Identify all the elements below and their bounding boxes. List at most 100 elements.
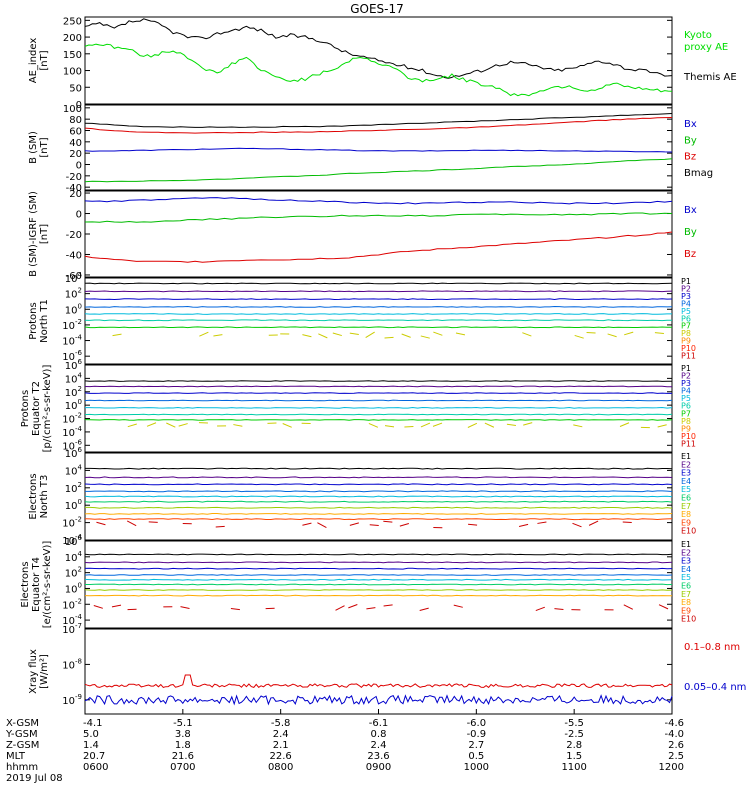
legend-entry: E7 [681,502,691,511]
x-row-value: 2.7 [468,740,484,751]
x-row-label: hhmm [6,762,38,773]
series-line [84,567,673,570]
legend-entry: P1 [681,277,691,286]
series-line [84,553,673,556]
legend: Bx By Bz Bmag [684,119,713,179]
x-row-value: 0.8 [371,729,387,740]
series-by [84,212,673,223]
x-row-value: 0800 [268,762,293,773]
series-kyoto-proxy-ae [84,43,673,97]
x-row-value: 5.0 [83,729,99,740]
series-p1 [84,380,672,382]
series-bx [84,147,673,153]
x-row-value: 0600 [83,762,108,773]
legend-entry: P11 [681,352,696,361]
panel-bigrf: -60 -40 -20 0 20 B (SM)-IGRF (SM) [nT] Bx By Bz [28,189,697,282]
x-row-value: -6.0 [467,718,487,729]
y-tick-label: -20 [66,230,82,241]
y-tick-label: 10-2 [62,318,82,332]
series-segment [384,336,394,339]
series-e3 [84,567,673,570]
y-axis-label: [nT] [39,50,50,70]
y-tick-label: 102 [65,481,82,495]
y-tick-label: 106 [65,358,83,372]
x-row-value: 2.8 [566,740,582,751]
y-tick-label: 104 [65,371,83,385]
series-segment [317,522,327,529]
series-line [84,290,673,293]
series-p5 [84,313,672,315]
y-axis-label: North T1 [39,299,50,343]
series-segment [654,332,664,335]
series-segment [623,604,634,610]
y-tick-label: 10-6 [62,438,82,452]
y-tick-label: 20 [69,189,82,200]
legend-entry: P11 [681,439,696,448]
x-row-value: 2.6 [668,740,684,751]
series-segment [302,522,312,526]
y-tick-label: 102 [65,287,82,301]
series-p3 [84,392,672,394]
panel-xray: 10-7 10-8 10-9 Xray flux [W/m²] 0.1–0.8 nm 0.0… [28,622,746,715]
legend-entry: P4 [681,387,691,396]
series-segment [383,520,393,523]
series-e5 [84,495,673,498]
legend-entry: E4 [681,477,691,486]
y-tick-label: 10-4 [62,533,82,547]
y-tick-label: -40 [66,183,82,194]
series-e8 [84,594,672,597]
legend-entry: E5 [681,485,691,494]
legend-entry: E3 [681,557,691,566]
legend-entry: E6 [681,494,691,503]
y-tick-label: -20 [66,172,82,183]
y-axis-label: Equator T4 [31,557,42,612]
y-tick-label: 100 [65,581,82,595]
legend-entry: P7 [681,322,691,331]
series-line [84,589,673,591]
series-segment [383,604,393,607]
y-axis-label: B (SM) [28,131,39,164]
series-line [84,476,673,479]
series-e3 [84,483,673,486]
date-label: 2019 Jul 08 [6,773,63,784]
y-tick-label: 20 [69,149,82,160]
series-segment [146,422,157,427]
series-line [84,147,673,153]
series-segment [574,334,584,339]
y-tick-label: 106 [65,534,83,548]
series-segment [180,606,190,609]
x-row-value: 3.8 [175,729,191,740]
x-row-value: 22.6 [270,751,292,762]
series-line [84,197,673,205]
legend-entry: P2 [681,284,691,293]
legend-entry: P3 [681,292,691,301]
legend-entry: P10 [681,344,696,353]
series-themis-ae [84,18,673,79]
series-segment [349,332,359,336]
legend-entry: Kyoto [684,30,712,41]
y-tick-label: 104 [65,550,83,564]
series-line [84,594,672,597]
x-row-value: -5.8 [271,718,291,729]
series-segment [624,331,634,336]
series-p5 [85,406,673,409]
series-segment [366,607,376,610]
series-segment [537,521,547,524]
legend-entry: E10 [681,615,696,624]
legend-entry: E2 [681,548,691,557]
series-p7 [84,326,673,329]
series-segment [657,424,667,428]
series-e8 [84,512,673,515]
legend-entry: E9 [681,518,691,527]
y-axis-label: Xray flux [28,649,39,694]
legend-entry: P1 [681,364,691,373]
series-p3 [84,298,673,301]
y-axis-label: [nT] [39,224,50,244]
legend-entry: 0.1–0.8 nm [684,642,740,653]
series-bz [84,231,673,263]
legend-entry: P5 [681,394,691,403]
series-bz [84,117,673,134]
